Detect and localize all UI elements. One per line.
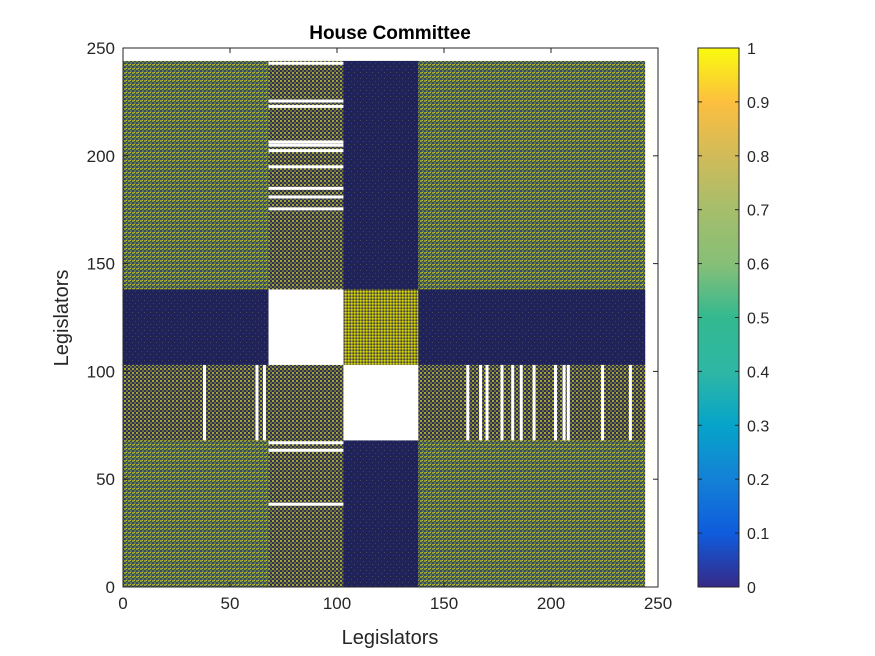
heatmap-block-5 (343, 289, 419, 365)
x-tick-label-2: 100 (323, 594, 351, 613)
missing-column-9 (519, 364, 523, 441)
missing-row-8 (268, 143, 344, 147)
missing-column-4 (466, 364, 470, 441)
heatmap-block-6 (268, 289, 344, 365)
chart-title: House Committee (309, 23, 471, 44)
colorbar: 0 0.1 0.2 0.3 0.4 0.5 0.6 0.7 0.8 0.9 1 (697, 41, 769, 597)
heatmap-block-7 (343, 364, 419, 441)
colorbar-tick-label-1: 0.1 (747, 526, 769, 543)
x-tick-label-3: 150 (430, 594, 458, 613)
missing-row-3 (268, 207, 344, 211)
x-axis-label: Legislators (342, 627, 439, 649)
y-tick-label-0: 0 (106, 578, 115, 597)
colorbar-tick-label-0: 0 (747, 580, 756, 597)
colorbar-tick-label-3: 0.3 (747, 418, 769, 435)
colorbar-tick-label-6: 0.6 (747, 257, 769, 274)
missing-column-5 (479, 364, 483, 441)
x-tick-label-5: 250 (644, 594, 672, 613)
missing-column-6 (485, 364, 489, 441)
missing-column-13 (566, 364, 570, 441)
missing-column-14 (601, 364, 605, 441)
missing-row-1 (268, 448, 344, 452)
missing-column-7 (500, 364, 504, 441)
missing-row-7 (268, 149, 344, 153)
colorbar-tick-label-7: 0.7 (747, 203, 769, 220)
missing-row-2 (268, 441, 344, 445)
colorbar-tick-label-5: 0.5 (747, 311, 769, 328)
missing-column-3 (395, 364, 399, 441)
colorbar-tick-label-2: 0.2 (747, 472, 769, 489)
missing-row-12 (268, 61, 344, 65)
missing-row-6 (268, 165, 344, 169)
y-tick-label-1: 50 (96, 470, 115, 489)
plot-area (123, 48, 658, 588)
missing-row-9 (268, 140, 344, 144)
colorbar-tick-label-9: 0.9 (747, 95, 769, 112)
colorbar-gradient (697, 47, 740, 588)
missing-column-15 (628, 364, 632, 441)
missing-column-2 (262, 364, 266, 441)
x-tick-label-0: 0 (118, 594, 127, 613)
y-axis-label: Legislators (51, 270, 73, 367)
y-tick-label-5: 250 (87, 39, 115, 58)
missing-row-0 (268, 502, 344, 506)
colorbar-tick-label-8: 0.8 (747, 149, 769, 166)
colorbar-tick-label-10: 1 (747, 41, 756, 58)
y-tick-label-4: 200 (87, 147, 115, 166)
missing-column-10 (532, 364, 536, 441)
missing-column-1 (255, 364, 259, 441)
missing-row-5 (268, 186, 344, 190)
x-tick-label-1: 50 (221, 594, 240, 613)
missing-column-8 (511, 364, 515, 441)
missing-column-11 (553, 364, 557, 441)
missing-row-11 (268, 99, 344, 103)
missing-column-12 (562, 364, 566, 441)
y-tick-label-3: 150 (87, 255, 115, 274)
y-tick-label-2: 100 (87, 362, 115, 381)
missing-row-4 (268, 195, 344, 199)
axes-frame (122, 47, 659, 588)
missing-row-10 (268, 104, 344, 108)
axes: 0 50 100 150 200 250 0 50 100 150 200 250 (87, 39, 673, 613)
colorbar-tick-label-4: 0.4 (747, 364, 769, 381)
missing-column-0 (203, 364, 207, 441)
x-tick-label-4: 200 (537, 594, 565, 613)
